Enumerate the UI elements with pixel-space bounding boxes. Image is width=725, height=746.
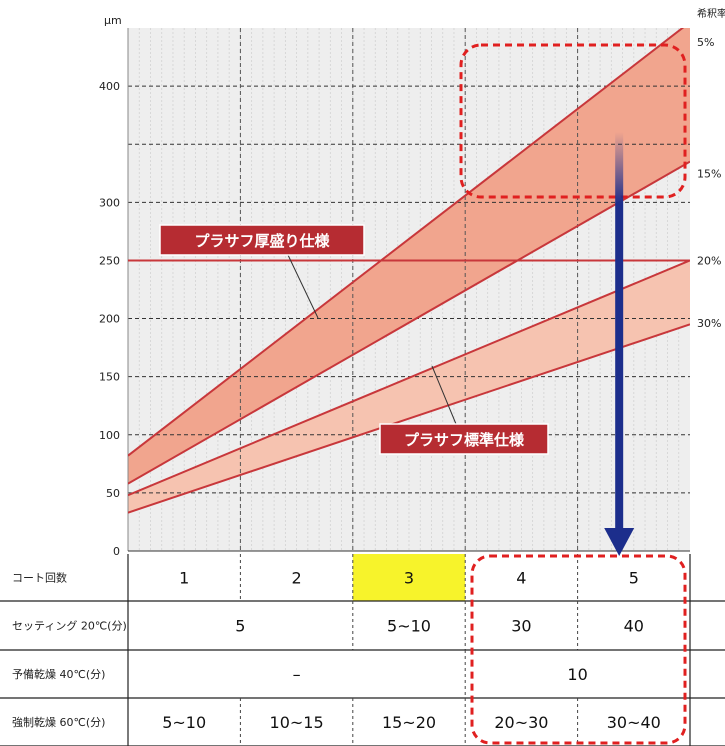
dilution-title: 希釈率	[697, 7, 725, 20]
table-cell: 30~40	[607, 713, 661, 732]
dilution-label: 20%	[697, 254, 721, 267]
dilution-label: 15%	[697, 167, 721, 180]
y-tick-label: 300	[99, 196, 120, 209]
y-tick-label: 50	[106, 487, 120, 500]
table-cell: 1	[179, 569, 189, 588]
table-cell: 10~15	[270, 713, 324, 732]
row-label: コート回数	[12, 572, 67, 585]
arrow-head	[604, 528, 635, 556]
dilution-label: 30%	[697, 317, 721, 330]
table-cell: 15~20	[382, 713, 436, 732]
dilution-label: 5%	[697, 36, 714, 49]
table-cell: 30	[511, 617, 531, 636]
table-cell: 3	[404, 569, 414, 588]
highlight-cell	[352, 554, 466, 601]
y-tick-label: 100	[99, 429, 120, 442]
series-name-thick: プラサフ厚盛り仕様	[194, 232, 330, 250]
table-cell: 5~10	[162, 713, 206, 732]
highlight-box-upper	[459, 43, 687, 199]
table-cell: –	[293, 665, 301, 684]
table-cell: 5	[235, 617, 245, 636]
dilution-labels: 5% 15% 20% 30%	[697, 36, 721, 330]
y-tick-label: 250	[99, 254, 120, 267]
row-label: 強制乾燥 60℃(分)	[12, 716, 105, 729]
arrow-shaft	[615, 132, 624, 532]
line-5pct	[128, 28, 685, 457]
callout-thick-coat: プラサフ厚盛り仕様	[159, 224, 365, 319]
table-cell: 10	[567, 665, 587, 684]
y-tick-label: 0	[113, 545, 120, 558]
highlight-box-table	[470, 554, 687, 745]
bands	[128, 28, 690, 513]
table-cell: 5	[629, 569, 639, 588]
band-standard	[128, 260, 690, 513]
dilution-lines	[128, 28, 690, 514]
y-tick-label: 400	[99, 80, 120, 93]
table-cell: 4	[516, 569, 526, 588]
line-20pct	[128, 259, 690, 497]
table-cell: 2	[292, 569, 302, 588]
band-thick	[128, 28, 690, 484]
drying-table: コート回数 1 2 3 4 5 セッティング 20℃(分) 5 5~10 30 40 予備乾燥 40℃…	[0, 554, 725, 746]
table-cell: 40	[624, 617, 644, 636]
y-axis-unit: μm	[104, 14, 122, 27]
line-15pct	[128, 160, 690, 485]
row-label: 予備乾燥 40℃(分)	[12, 668, 105, 681]
line-30pct	[128, 323, 690, 514]
callout-standard: プラサフ標準仕様	[379, 365, 549, 455]
y-tick-label: 200	[99, 313, 120, 326]
table-cell: 5~10	[387, 617, 431, 636]
row-label: セッティング 20℃(分)	[12, 619, 127, 633]
y-axis-ticks: 0 50 100 150 200 250 300 400	[99, 80, 120, 558]
y-tick-label: 150	[99, 371, 120, 384]
table-cell: 20~30	[494, 713, 548, 732]
series-name-standard: プラサフ標準仕様	[404, 431, 525, 449]
down-arrow	[604, 132, 635, 556]
